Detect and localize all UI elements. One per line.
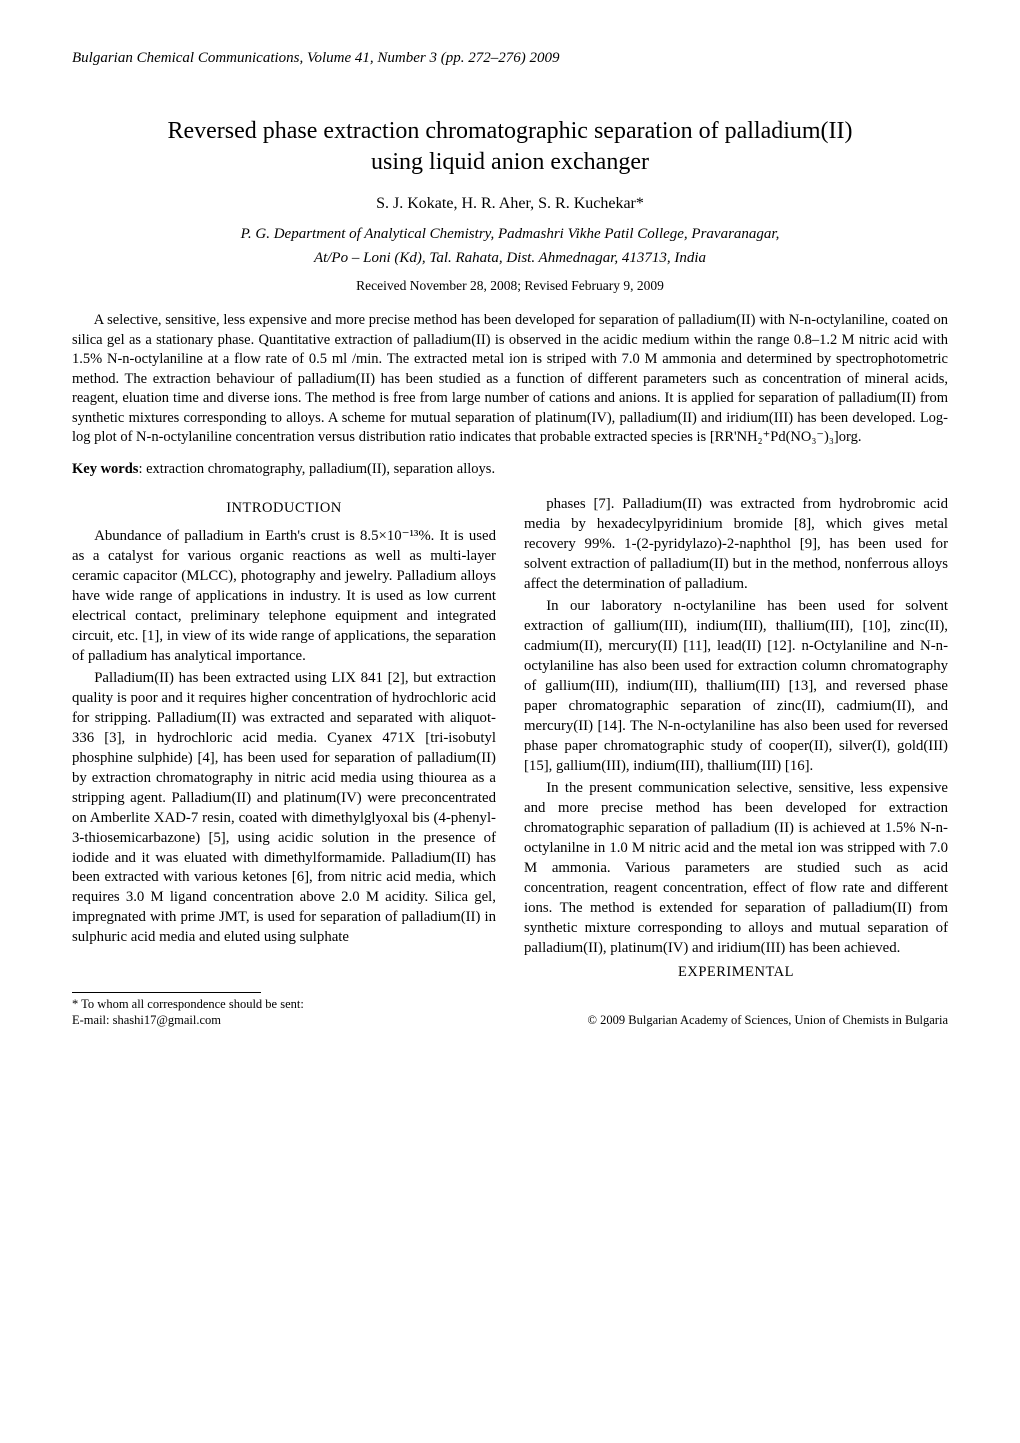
footnote-rule bbox=[72, 992, 261, 993]
copyright: © 2009 Bulgarian Academy of Sciences, Un… bbox=[510, 1012, 948, 1029]
affiliation-line-2: At/Po – Loni (Kd), Tal. Rahata, Dist. Ah… bbox=[72, 248, 948, 268]
title-line-1: Reversed phase extraction chromatographi… bbox=[167, 118, 852, 144]
experimental-heading: EXPERIMENTAL bbox=[524, 963, 948, 983]
abstract-text: A selective, sensitive, less expensive a… bbox=[72, 311, 948, 448]
footnote-line-1: * To whom all correspondence should be s… bbox=[72, 997, 492, 1013]
journal-header: Bulgarian Chemical Communications, Volum… bbox=[72, 48, 948, 68]
abstract: A selective, sensitive, less expensive a… bbox=[72, 311, 948, 448]
intro-para-2: Palladium(II) has been extracted using L… bbox=[72, 669, 496, 949]
introduction-heading: INTRODUCTION bbox=[72, 499, 496, 519]
affiliation-line-1: P. G. Department of Analytical Chemistry… bbox=[72, 224, 948, 244]
intro-para-5: In the present communication selective, … bbox=[524, 779, 948, 959]
body-two-column: INTRODUCTION Abundance of palladium in E… bbox=[72, 495, 948, 982]
title-line-2: using liquid anion exchanger bbox=[371, 149, 649, 175]
keywords: Key words: extraction chromatography, pa… bbox=[72, 460, 948, 480]
keywords-label: Key words bbox=[72, 461, 138, 477]
intro-para-3: phases [7]. Palladium(II) was extracted … bbox=[524, 495, 948, 595]
footnote-line-2: E-mail: shashi17@gmail.com bbox=[72, 1013, 492, 1029]
received-revised-dates: Received November 28, 2008; Revised Febr… bbox=[72, 277, 948, 295]
authors: S. J. Kokate, H. R. Aher, S. R. Kuchekar… bbox=[72, 193, 948, 215]
page-footer: * To whom all correspondence should be s… bbox=[72, 986, 948, 1028]
corresponding-author-footnote: * To whom all correspondence should be s… bbox=[72, 997, 492, 1028]
intro-para-1: Abundance of palladium in Earth's crust … bbox=[72, 527, 496, 667]
keywords-text: : extraction chromatography, palladium(I… bbox=[138, 461, 495, 477]
intro-para-4: In our laboratory n-octylaniline has bee… bbox=[524, 597, 948, 777]
paper-title: Reversed phase extraction chromatographi… bbox=[72, 116, 948, 178]
